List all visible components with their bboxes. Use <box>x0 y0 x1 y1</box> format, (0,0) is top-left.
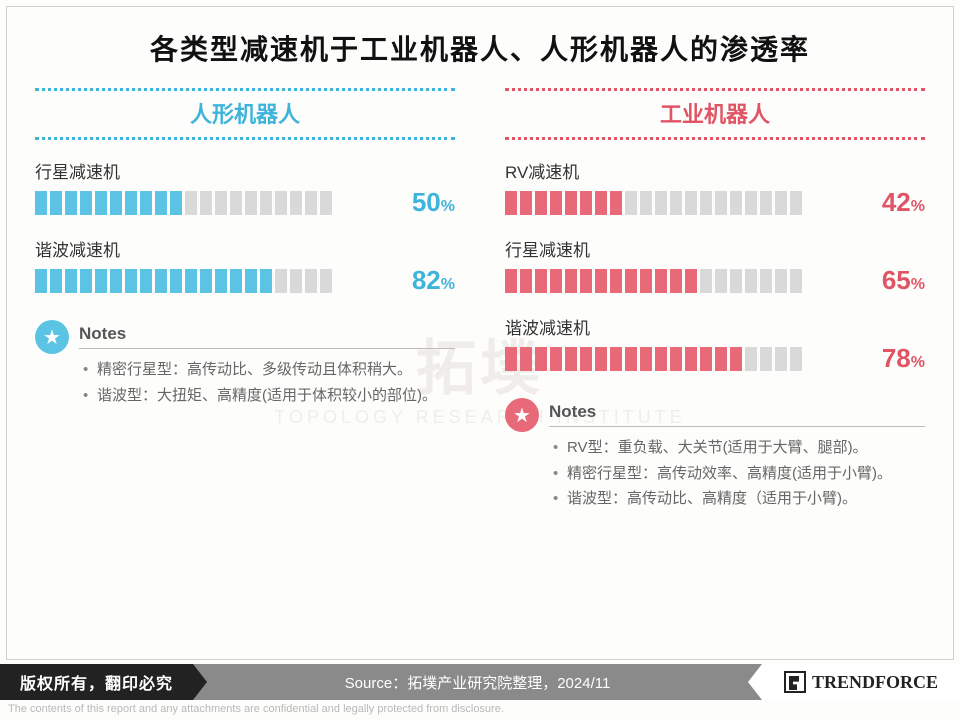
brand: TRENDFORCE <box>762 664 960 700</box>
footer: 版权所有，翻印必究 Source：拓墣产业研究院整理，2024/11 TREND… <box>0 664 960 720</box>
notes-item: 精密行星型：高传动比、多级传动且体积稍大。 <box>83 357 455 383</box>
copyright: 版权所有，翻印必究 <box>0 664 193 700</box>
source-text: Source：拓墣产业研究院整理，2024/11 <box>193 664 762 700</box>
disclaimer: The contents of this report and any atta… <box>0 700 960 718</box>
notes-item: 谐波型：大扭矩、高精度(适用于体积较小的部位)。 <box>83 383 455 409</box>
notes-item: 精密行星型：高传动效率、高精度(适用于小臂)。 <box>553 461 925 487</box>
notes-item: RV型：重负载、大关节(适用于大臂、腿部)。 <box>553 435 925 461</box>
notes-item: 谐波型：高传动比、高精度（适用于小臂)。 <box>553 486 925 512</box>
brand-text: TRENDFORCE <box>812 672 938 693</box>
brand-logo-icon <box>784 671 806 693</box>
